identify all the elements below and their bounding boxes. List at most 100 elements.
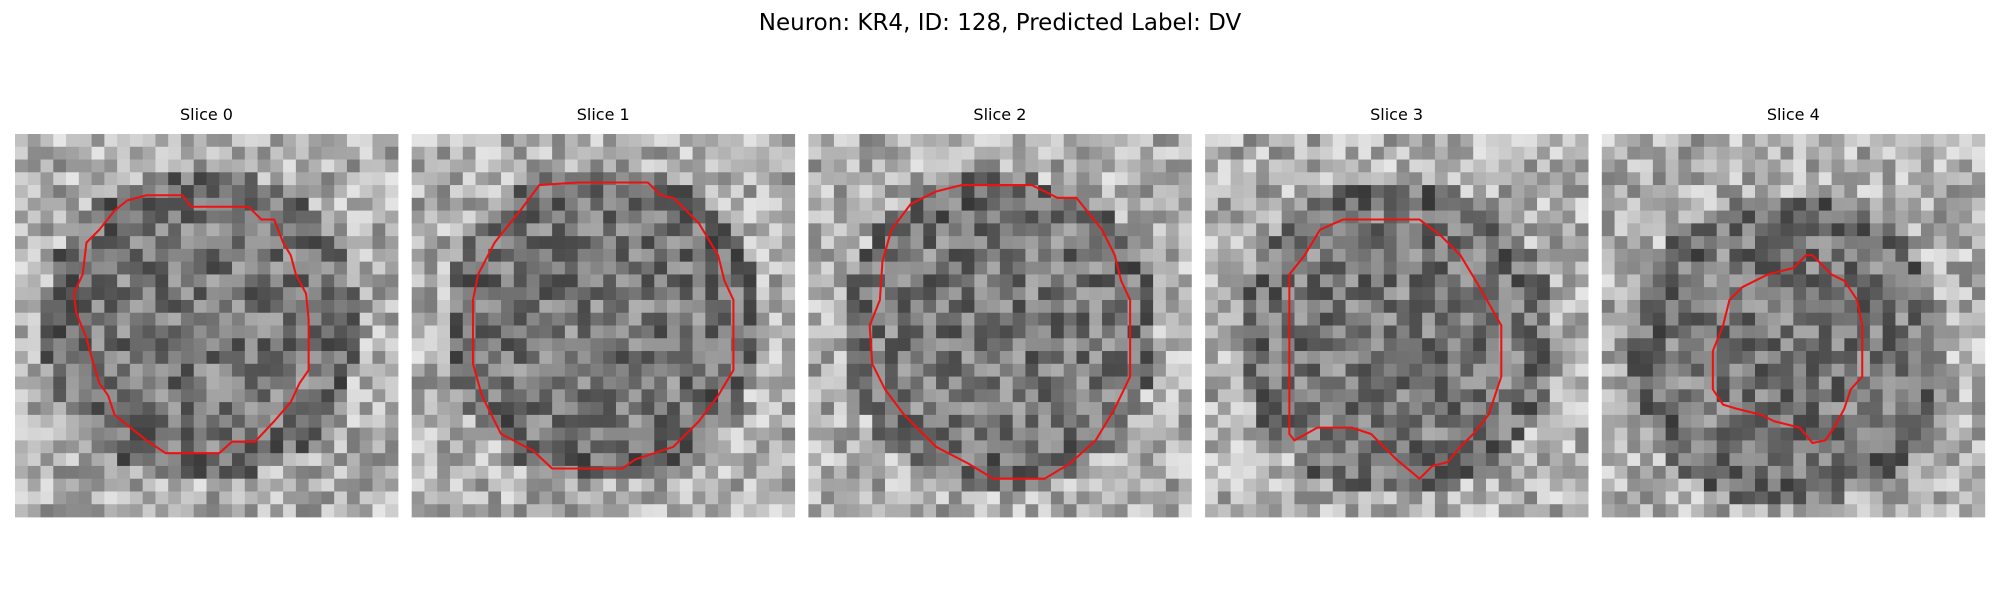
pixel [40, 197, 54, 211]
pixel [1703, 351, 1718, 365]
pixel [859, 172, 873, 186]
pixel [257, 402, 271, 416]
pixel [180, 478, 195, 492]
pixel [1652, 389, 1667, 403]
pixel [475, 197, 489, 211]
pixel [104, 172, 118, 186]
pixel [1742, 453, 1756, 467]
pixel [654, 146, 668, 160]
pixel [1780, 146, 1794, 160]
pixel [1575, 248, 1589, 263]
pixel [1729, 338, 1743, 352]
pixel [1844, 159, 1858, 173]
pixel [1933, 453, 1947, 467]
pixel [781, 146, 796, 160]
pixel [15, 223, 29, 237]
pixel [974, 376, 988, 390]
pixel [1089, 427, 1103, 441]
pixel [1127, 491, 1141, 505]
pixel [526, 427, 540, 441]
pixel [1102, 351, 1116, 365]
pixel [1946, 504, 1960, 518]
pixel [961, 210, 975, 224]
pixel [321, 440, 335, 454]
pixel [692, 491, 706, 505]
pixel [1038, 287, 1052, 301]
pixel [1178, 287, 1192, 301]
pixel [1205, 491, 1219, 505]
pixel [539, 274, 553, 288]
pixel [590, 427, 604, 441]
pixel [1857, 427, 1871, 441]
pixel [1089, 351, 1103, 365]
pixel [936, 491, 950, 505]
pixel [1371, 376, 1385, 390]
pixel [1178, 453, 1192, 467]
pixel [615, 287, 630, 301]
pixel [539, 325, 553, 339]
pixel [1447, 159, 1461, 173]
pixel [1383, 274, 1397, 288]
pixel [1153, 197, 1167, 211]
pixel [1678, 134, 1692, 148]
pixel [1524, 261, 1538, 275]
pixel [1205, 453, 1219, 467]
pixel [1447, 236, 1461, 250]
pixel [603, 376, 617, 390]
pixel [679, 274, 693, 288]
pixel [1818, 134, 1832, 148]
pixel [1358, 185, 1372, 199]
pixel [615, 312, 630, 326]
pixel [1256, 351, 1270, 365]
pixel [1127, 185, 1141, 199]
pixel [411, 159, 425, 173]
pixel [372, 478, 386, 492]
pixel [1716, 197, 1730, 211]
pixel [833, 248, 848, 263]
pixel [1320, 504, 1334, 518]
pixel [1703, 376, 1718, 390]
pixel [283, 223, 297, 237]
pixel [117, 312, 131, 326]
pixel [1473, 299, 1487, 314]
pixel [539, 389, 553, 403]
pixel [756, 389, 770, 403]
pixel [1485, 427, 1500, 441]
pixel [1050, 197, 1065, 211]
pixel [372, 325, 386, 339]
pixel [1396, 414, 1410, 429]
pixel [1818, 159, 1832, 173]
pixel [1767, 440, 1781, 454]
pixel [1652, 172, 1667, 186]
pixel [424, 338, 438, 352]
pixel [808, 248, 822, 263]
pixel [692, 478, 706, 492]
pixel [1345, 146, 1359, 160]
pixel [1165, 299, 1180, 314]
pixel [1205, 197, 1219, 211]
pixel [1920, 440, 1935, 454]
pixel [1371, 210, 1385, 224]
pixel [808, 210, 822, 224]
pixel [1178, 210, 1192, 224]
pixel [1691, 274, 1705, 288]
pixel [1230, 299, 1244, 314]
pixel [1831, 351, 1845, 365]
pixel [539, 223, 553, 237]
pixel [372, 338, 386, 352]
pixel [513, 223, 527, 237]
pixel [808, 491, 822, 505]
pixel [1025, 248, 1039, 263]
pixel [117, 299, 131, 314]
panel-title: Slice 3 [1370, 105, 1423, 124]
pixel [1793, 172, 1807, 186]
pixel [552, 159, 566, 173]
pixel [781, 248, 796, 263]
pixel [936, 223, 950, 237]
pixel [910, 389, 924, 403]
pixel [1908, 185, 1922, 199]
pixel [372, 248, 386, 263]
pixel [1165, 338, 1180, 352]
pixel [1205, 299, 1219, 314]
pixel [833, 210, 848, 224]
